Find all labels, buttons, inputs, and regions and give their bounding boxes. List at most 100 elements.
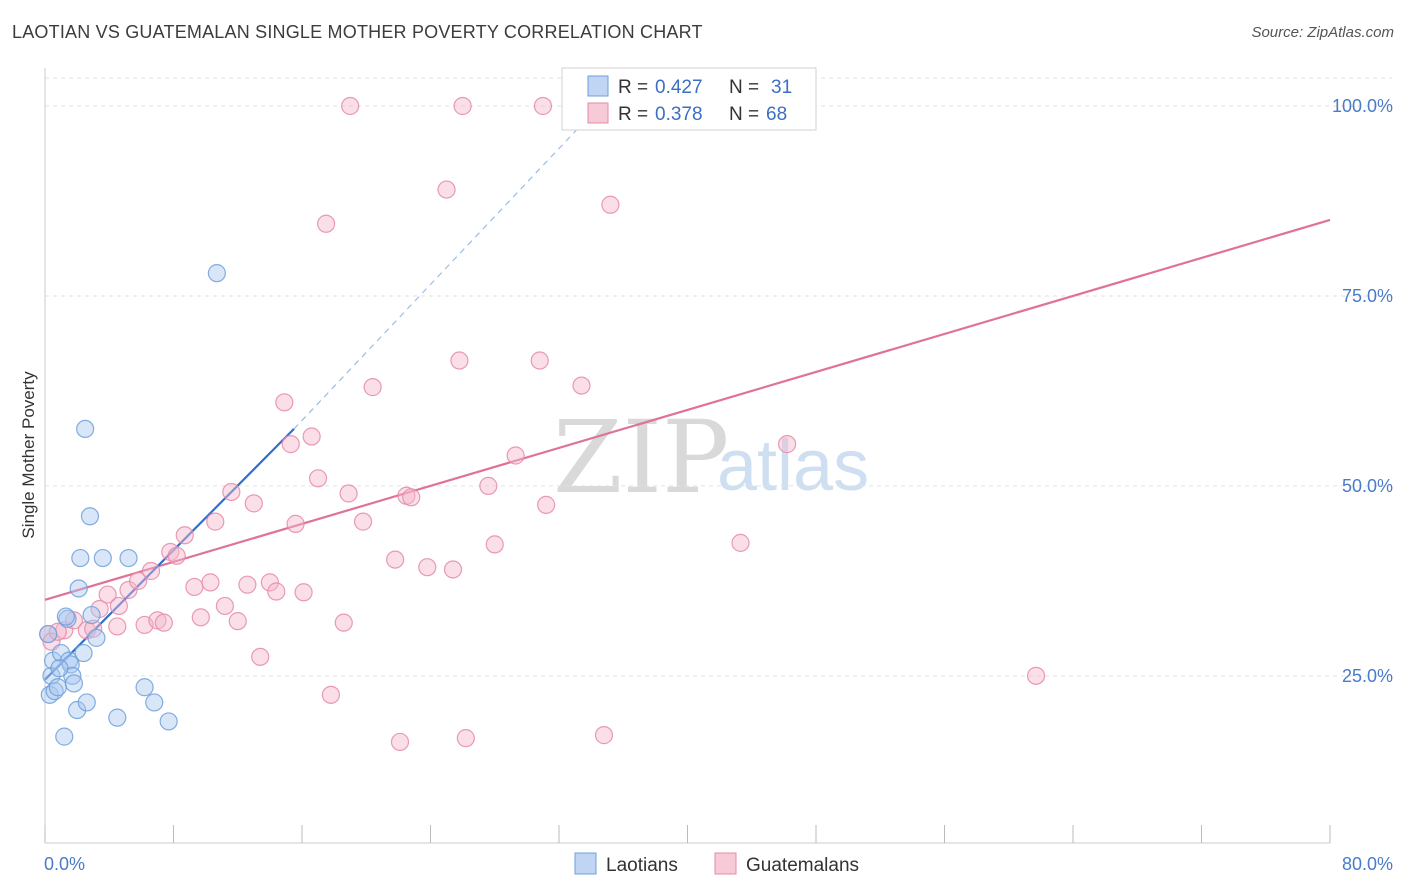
chart-title: LAOTIAN VS GUATEMALAN SINGLE MOTHER POVE… [12, 22, 703, 42]
point-guatemalans-37 [321, 685, 341, 704]
point-guatemalans-29 [267, 582, 286, 601]
point-guatemalans-6 [98, 585, 117, 604]
point-laotians-19 [82, 605, 101, 625]
trendlines [44, 105, 1331, 681]
y-tick-label-3: 100.0% [1332, 96, 1393, 116]
data-points [39, 96, 1046, 752]
legend-n-label-guatemalans: N = [729, 104, 759, 125]
y-tick-label-2: 75.0% [1342, 286, 1393, 306]
trendline-guatemalans [44, 218, 1331, 601]
point-guatemalans-58 [537, 495, 556, 514]
trendline-laotians-extension [293, 105, 600, 430]
point-guatemalans-12 [141, 561, 161, 581]
point-guatemalans-17 [175, 526, 194, 545]
x-tick-label-0: 0.0% [44, 854, 85, 874]
point-guatemalans-49 [443, 560, 463, 579]
axes [44, 68, 1331, 844]
point-guatemalans-47 [418, 558, 437, 577]
tick-labels: 25.0% 50.0% 75.0% 100.0% 0.0% 80.0% [44, 96, 1393, 874]
point-guatemalans-48 [437, 180, 456, 199]
point-guatemalans-46 [402, 488, 421, 507]
point-guatemalans-60 [594, 726, 614, 745]
point-guatemalans-65 [1026, 666, 1046, 685]
point-laotians-10 [61, 655, 80, 674]
point-guatemalans-24 [228, 612, 247, 631]
point-guatemalans-52 [456, 729, 475, 748]
point-guatemalans-40 [341, 96, 360, 116]
point-guatemalans-59 [572, 376, 591, 395]
legend-r-label-guatemalans: R = [618, 104, 648, 125]
bottom-legend-label-guatemalans: Guatemalans [746, 855, 859, 876]
point-guatemalans-8 [109, 596, 128, 616]
y-tick-label-1: 50.0% [1342, 476, 1393, 496]
point-laotians-14 [69, 579, 88, 598]
point-guatemalans-41 [353, 512, 373, 531]
point-laotians-25 [145, 693, 164, 712]
legend: R = 0.427 N = 31 R = 0.378 N = 68 [561, 67, 817, 131]
point-guatemalans-44 [390, 732, 410, 752]
point-guatemalans-34 [302, 427, 321, 446]
legend-r-value-laotians: 0.427 [655, 77, 703, 98]
watermark-zip: ZIP [553, 399, 729, 516]
legend-n-value-laotians: 31 [771, 77, 792, 98]
point-guatemalans-19 [191, 608, 210, 627]
point-laotians-29 [50, 659, 69, 678]
bottom-legend-swatch-guatemalans [714, 852, 737, 875]
point-guatemalans-25 [238, 575, 257, 594]
point-laotians-15 [71, 548, 90, 568]
point-guatemalans-42 [363, 378, 382, 397]
point-guatemalans-21 [206, 512, 225, 531]
point-laotians-13 [68, 700, 87, 720]
point-guatemalans-26 [244, 494, 263, 513]
point-guatemalans-61 [601, 195, 620, 214]
point-guatemalans-22 [215, 596, 234, 616]
point-laotians-27 [207, 264, 226, 283]
legend-swatch-guatemalans [587, 102, 609, 124]
watermark-atlas: atlas [717, 426, 869, 506]
point-guatemalans-54 [485, 535, 504, 554]
point-guatemalans-36 [316, 214, 336, 233]
legend-n-label-laotians: N = [729, 77, 759, 98]
point-laotians-22 [108, 708, 127, 727]
point-guatemalans-14 [154, 613, 173, 632]
point-laotians-26 [159, 712, 178, 731]
point-guatemalans-56 [530, 351, 549, 370]
source-label: Source: ZipAtlas.com [1251, 24, 1394, 41]
legend-n-value-guatemalans: 68 [766, 104, 787, 125]
point-guatemalans-32 [286, 514, 305, 533]
point-laotians-18 [77, 693, 96, 712]
point-laotians-0 [39, 624, 58, 644]
point-guatemalans-10 [129, 571, 148, 590]
point-guatemalans-50 [450, 351, 469, 370]
point-guatemalans-28 [260, 573, 279, 592]
point-guatemalans-35 [308, 469, 328, 488]
point-guatemalans-27 [251, 647, 270, 666]
point-laotians-5 [48, 678, 67, 697]
point-guatemalans-16 [167, 546, 186, 565]
point-guatemalans-38 [334, 613, 353, 632]
point-laotians-12 [64, 674, 84, 693]
y-axis-title: Single Mother Poverty [19, 371, 38, 539]
point-guatemalans-7 [108, 617, 127, 636]
point-guatemalans-57 [533, 96, 553, 116]
legend-r-label-laotians: R = [618, 77, 648, 98]
point-guatemalans-18 [185, 577, 204, 597]
point-laotians-28 [56, 607, 75, 626]
point-guatemalans-63 [731, 533, 750, 552]
bottom-legend-label-laotians: Laotians [606, 855, 678, 876]
point-guatemalans-23 [222, 482, 241, 502]
y-tick-label-0: 25.0% [1342, 666, 1393, 686]
bottom-legend-swatch-laotians [574, 852, 597, 875]
point-guatemalans-33 [294, 583, 313, 602]
bottom-legend: Laotians Guatemalans [574, 852, 859, 876]
point-guatemalans-20 [201, 573, 220, 592]
point-guatemalans-39 [339, 484, 358, 503]
point-guatemalans-53 [479, 476, 498, 495]
watermark: ZIP atlas [553, 399, 869, 516]
legend-swatch-laotians [587, 75, 609, 97]
point-laotians-7 [55, 727, 74, 746]
point-laotians-30 [80, 507, 100, 526]
x-tick-label-1: 80.0% [1342, 854, 1393, 874]
legend-r-value-guatemalans: 0.378 [655, 104, 703, 125]
